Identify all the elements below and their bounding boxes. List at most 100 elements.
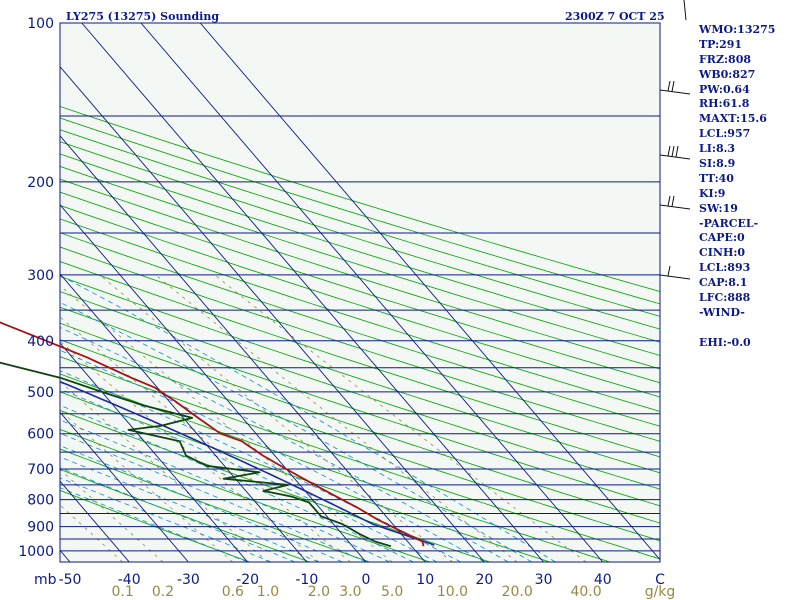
index-line: -WIND- — [699, 305, 745, 319]
isotherm — [81, 23, 544, 562]
temperature-series — [0, 321, 425, 547]
index-line: TP:291 — [699, 37, 743, 51]
dry-adiabat — [60, 291, 660, 490]
index-line: SI:8.9 — [699, 157, 736, 171]
wind-barb — [659, 80, 691, 95]
x-tick-label: 20 — [475, 572, 493, 588]
mixing-ratio-line — [99, 274, 453, 562]
y-tick-label: 1000 — [18, 544, 54, 560]
dry-adiabat — [60, 489, 250, 562]
moist-adiabat — [60, 487, 248, 562]
x-axis-unit: C — [655, 572, 665, 588]
temperature-line — [0, 321, 425, 547]
dry-adiabat — [60, 105, 660, 293]
x-tick-label: 40 — [594, 572, 612, 588]
dry-adiabat — [60, 468, 310, 562]
index-line: SW:19 — [699, 201, 738, 215]
y-tick-label: 300 — [27, 268, 54, 284]
dry-adiabat — [60, 322, 660, 524]
index-line: -PARCEL- — [699, 216, 759, 230]
x-tick-label: 0 — [362, 572, 371, 588]
x-axis-labels: mb -50 -40 -30 -20 -10 0 10 20 30 40 C — [34, 572, 665, 588]
mixing-ratio-label: 40.0 — [570, 584, 601, 600]
x-tick-label: 10 — [416, 572, 434, 588]
mixing-ratio-line — [60, 381, 269, 562]
dry-adiabat — [60, 141, 660, 330]
mixing-ratio-label: 0.6 — [222, 584, 244, 600]
dewpoint-series — [0, 361, 392, 548]
isotherm — [199, 23, 660, 561]
index-line: CINH:0 — [699, 246, 746, 260]
plot-area — [60, 23, 660, 562]
dewpoint-line — [0, 361, 392, 548]
dry-adiabat — [60, 428, 430, 562]
dry-adiabat — [60, 391, 551, 562]
index-line: LCL:893 — [699, 261, 751, 275]
dry-adiabat — [60, 275, 660, 474]
mixing-ratio-label: 0.2 — [152, 584, 174, 600]
moist-adiabat — [60, 419, 390, 562]
dry-adiabat — [60, 306, 660, 507]
dry-adiabat — [60, 153, 660, 343]
index-line: EHI:-0.0 — [699, 335, 751, 349]
moist-adiabat — [60, 327, 509, 562]
moist-adiabat — [60, 432, 367, 562]
isobars — [60, 22, 660, 552]
x-tick-label: 30 — [535, 572, 553, 588]
isotherm — [60, 204, 367, 562]
isotherm — [60, 273, 308, 562]
x-tick-label: -20 — [236, 572, 259, 588]
isotherm — [60, 135, 426, 562]
observation-time: 2300Z 7 OCT 25 — [565, 10, 665, 23]
dry-adiabat — [60, 409, 491, 562]
dry-adiabat — [60, 246, 660, 442]
index-line: TT:40 — [699, 171, 734, 185]
isotherm — [60, 342, 248, 562]
y-axis-labels: 1000 900 800 700 600 500 400 300 200 100 — [18, 16, 54, 560]
dry-adiabat — [60, 117, 660, 305]
dry-adiabats — [60, 105, 660, 562]
wind-barb — [659, 145, 691, 160]
moist-adiabat — [60, 388, 438, 562]
dry-adiabat — [60, 129, 660, 317]
mixing-ratio-unit: g/kg — [645, 584, 676, 600]
index-line: PW:0.64 — [699, 82, 750, 96]
dry-adiabat — [60, 448, 370, 562]
y-tick-label: 100 — [27, 16, 54, 32]
index-line — [699, 321, 775, 336]
mixing-ratio-label: 2.0 — [308, 584, 330, 600]
mixing-ratio-label: 20.0 — [502, 584, 533, 600]
mixing-ratio-label: 0.1 — [111, 584, 133, 600]
isotherm — [60, 411, 189, 562]
parcel-line — [60, 380, 435, 546]
y-tick-label: 900 — [27, 520, 54, 536]
dry-adiabat — [60, 191, 660, 384]
isotherm — [60, 65, 485, 562]
y-tick-label: 800 — [27, 493, 54, 509]
isotherms — [60, 23, 660, 562]
mixing-ratio-label: 10.0 — [437, 584, 468, 600]
moist-adiabat — [60, 301, 533, 562]
index-line: LCL:957 — [699, 127, 751, 141]
mixing-ratio-label: 5.0 — [381, 584, 403, 600]
y-axis-unit: mb — [34, 572, 57, 588]
station-title: LY275 (13275) Sounding — [66, 10, 220, 23]
index-line: MAXT:15.6 — [699, 112, 767, 126]
index-line: RH:61.8 — [699, 97, 750, 111]
isotherm — [140, 23, 604, 562]
wind-barb — [683, 0, 687, 21]
moist-adiabat — [60, 404, 414, 562]
parcel-path — [60, 380, 435, 546]
index-line: LI:8.3 — [699, 142, 736, 156]
x-tick-label: -10 — [295, 572, 318, 588]
sounding-indices: WMO:13275 TP:291 FRZ:808 WB0:827 PW:0.64 RH:6… — [699, 23, 775, 351]
dry-adiabat — [60, 218, 660, 412]
dry-adiabat — [60, 204, 660, 398]
index-line: CAPE:0 — [699, 231, 745, 245]
y-tick-label: 600 — [27, 427, 54, 443]
index-line: WMO:13275 — [699, 23, 776, 36]
y-tick-label: 700 — [27, 462, 54, 478]
y-tick-label: 400 — [27, 334, 54, 350]
moist-adiabat — [60, 445, 343, 562]
mixing-ratio-label: 3.0 — [339, 584, 361, 600]
